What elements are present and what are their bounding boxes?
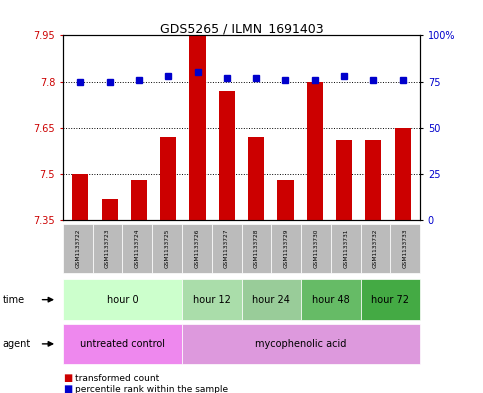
Text: untreated control: untreated control: [80, 339, 165, 349]
Text: GSM1133722: GSM1133722: [75, 229, 80, 268]
Text: GSM1133732: GSM1133732: [373, 229, 378, 268]
Text: GSM1133724: GSM1133724: [135, 229, 140, 268]
Text: GSM1133726: GSM1133726: [194, 229, 199, 268]
Bar: [160, 137, 176, 220]
Text: GSM1133729: GSM1133729: [284, 229, 289, 268]
Text: time: time: [2, 295, 25, 305]
Bar: [131, 180, 147, 220]
Text: hour 24: hour 24: [252, 295, 290, 305]
Bar: [365, 140, 382, 220]
Text: GSM1133730: GSM1133730: [313, 229, 318, 268]
Bar: [395, 128, 411, 220]
Bar: [248, 137, 264, 220]
Bar: [336, 140, 352, 220]
Text: ■: ■: [63, 384, 72, 393]
Text: GSM1133723: GSM1133723: [105, 229, 110, 268]
Text: GSM1133728: GSM1133728: [254, 229, 259, 268]
Bar: [189, 35, 206, 220]
Text: GDS5265 / ILMN_1691403: GDS5265 / ILMN_1691403: [160, 22, 323, 35]
Text: mycophenolic acid: mycophenolic acid: [256, 339, 347, 349]
Text: ■: ■: [63, 373, 72, 383]
Text: GSM1133725: GSM1133725: [165, 229, 170, 268]
Bar: [219, 91, 235, 220]
Bar: [101, 198, 118, 220]
Text: GSM1133733: GSM1133733: [403, 229, 408, 268]
Text: GSM1133727: GSM1133727: [224, 229, 229, 268]
Text: GSM1133731: GSM1133731: [343, 229, 348, 268]
Bar: [307, 82, 323, 220]
Bar: [277, 180, 294, 220]
Text: transformed count: transformed count: [75, 374, 159, 382]
Text: hour 0: hour 0: [107, 295, 138, 305]
Text: hour 48: hour 48: [312, 295, 350, 305]
Text: agent: agent: [2, 339, 30, 349]
Bar: [72, 174, 88, 220]
Text: percentile rank within the sample: percentile rank within the sample: [75, 385, 228, 393]
Text: hour 72: hour 72: [371, 295, 410, 305]
Text: hour 12: hour 12: [193, 295, 231, 305]
